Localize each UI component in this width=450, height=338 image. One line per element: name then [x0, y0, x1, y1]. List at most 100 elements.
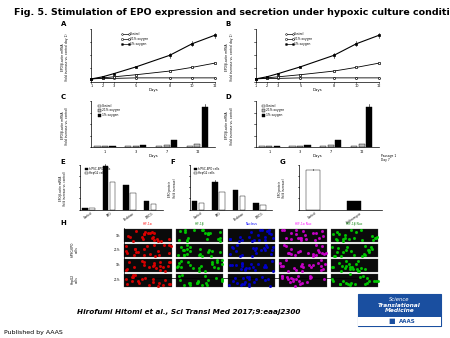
Point [207, 230, 214, 236]
Point [256, 228, 263, 233]
Text: 1% oxygen: 1% oxygen [266, 113, 283, 117]
Point [299, 264, 306, 270]
Point [336, 281, 343, 287]
Point [123, 250, 130, 256]
Text: 1: 1 [268, 150, 270, 154]
Point [241, 279, 248, 284]
Point [184, 238, 191, 244]
Point [166, 243, 173, 248]
Text: 21%: 21% [114, 248, 121, 252]
Bar [279, 244, 327, 257]
Text: 1: 1 [254, 83, 256, 88]
Text: HIF-1α: HIF-1α [143, 222, 153, 226]
Point [294, 273, 302, 279]
Point [279, 273, 286, 279]
Point [265, 227, 272, 233]
Point [284, 274, 291, 280]
Bar [85, 172, 88, 174]
Text: EPO/β-actin mRNA
(fold increase vs. control day 1): EPO/β-actin mRNA (fold increase vs. cont… [61, 33, 69, 80]
Text: HepG2 cells: HepG2 cells [89, 171, 105, 175]
Text: EPO/β-actin mRNA
(fold increase vs. control): EPO/β-actin mRNA (fold increase vs. cont… [61, 106, 69, 145]
Bar [228, 229, 275, 242]
Point [165, 282, 172, 287]
Point [307, 265, 315, 270]
Point [124, 234, 131, 239]
Point [342, 264, 350, 269]
Point [331, 253, 338, 258]
Point [359, 254, 366, 259]
Point [319, 266, 326, 272]
Bar [335, 141, 342, 147]
Text: 21% oxygen: 21% oxygen [130, 37, 148, 41]
Point [140, 252, 148, 258]
Point [248, 262, 255, 267]
Point [369, 237, 376, 242]
Point [194, 281, 201, 286]
Text: EPO protein
(fold increase): EPO protein (fold increase) [278, 179, 286, 198]
Text: C: C [61, 94, 66, 100]
Bar [262, 109, 266, 112]
Point [343, 247, 350, 253]
Point [148, 229, 155, 235]
Text: G: G [280, 159, 285, 165]
Point [269, 259, 276, 264]
Point [187, 248, 194, 254]
Point [298, 268, 306, 273]
Point [164, 263, 171, 269]
Bar [123, 185, 129, 210]
Point [320, 234, 327, 239]
Point [339, 238, 346, 243]
Point [132, 249, 140, 255]
Text: HIF-1α Nuc: HIF-1α Nuc [295, 222, 311, 226]
Point [219, 258, 226, 263]
Point [310, 262, 317, 267]
Point [140, 231, 148, 237]
Point [180, 252, 188, 258]
Text: Medicine: Medicine [384, 308, 414, 313]
Text: 7: 7 [166, 150, 168, 154]
Point [339, 278, 346, 284]
Bar [228, 274, 275, 287]
Text: DMOG: DMOG [255, 211, 264, 219]
Point [320, 276, 328, 281]
Point [155, 248, 162, 254]
Point [242, 267, 249, 272]
Text: Control: Control [193, 211, 203, 220]
Text: Science: Science [389, 297, 410, 303]
Point [252, 245, 259, 251]
Point [138, 258, 145, 264]
Point [238, 262, 245, 267]
Point [238, 281, 246, 286]
Point [317, 258, 324, 263]
Point [151, 254, 158, 259]
Point [208, 261, 216, 266]
Point [186, 282, 194, 288]
Point [197, 251, 204, 257]
Point [162, 277, 169, 283]
Point [261, 262, 268, 268]
Bar [124, 259, 172, 272]
Point [128, 278, 135, 284]
Point [373, 235, 380, 240]
Point [261, 234, 269, 240]
Point [189, 266, 196, 271]
Point [226, 262, 233, 268]
Bar [279, 259, 327, 272]
Point [198, 263, 205, 269]
Text: Control: Control [307, 211, 318, 220]
Point [347, 248, 355, 253]
Point [262, 242, 269, 247]
Text: 7: 7 [330, 150, 332, 154]
Point [295, 279, 302, 284]
Point [255, 232, 262, 237]
Point [358, 237, 365, 242]
Point [262, 264, 270, 270]
Point [181, 252, 188, 258]
Bar [297, 146, 303, 147]
Bar [266, 146, 272, 147]
Point [374, 278, 381, 283]
Point [280, 263, 287, 269]
Text: Control: Control [130, 32, 140, 36]
Bar [176, 229, 223, 242]
Point [361, 281, 369, 286]
